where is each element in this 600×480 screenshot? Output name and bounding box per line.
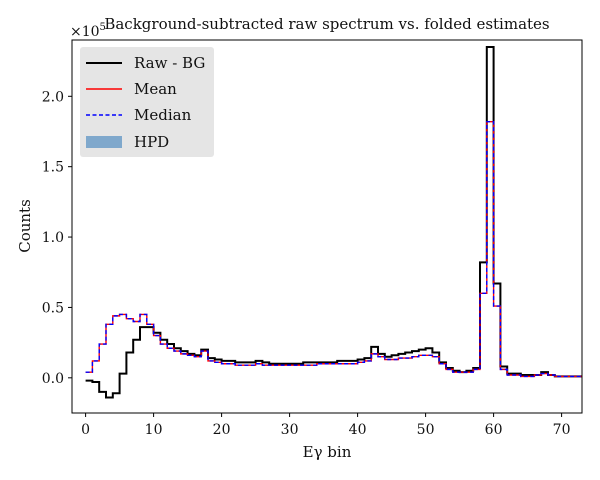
legend-label-mean: Mean: [134, 80, 177, 98]
x-tick-label: 40: [349, 422, 367, 438]
y-scale-base: ×10: [70, 24, 100, 40]
y-tick-label: 2.0: [42, 89, 64, 105]
x-tick-label: 30: [281, 422, 299, 438]
x-tick-label: 50: [417, 422, 435, 438]
y-tick-label: 1.0: [42, 230, 64, 246]
x-tick-label: 70: [553, 422, 571, 438]
legend-label-raw-bg: Raw - BG: [134, 54, 205, 72]
plot-area: [85, 46, 582, 399]
legend-background: [80, 47, 214, 157]
series-median: [85, 120, 582, 378]
y-tick-label: 0.5: [42, 300, 64, 316]
y-axis-label: Counts: [16, 199, 34, 253]
x-tick-label: 10: [145, 422, 163, 438]
legend-swatch-hpd: [86, 136, 122, 148]
y-tick-label: 0.0: [42, 371, 64, 387]
x-tick-label: 20: [213, 422, 231, 438]
x-tick-label: 60: [485, 422, 503, 438]
legend: Raw - BG Mean Median HPD: [80, 47, 214, 157]
chart-title: Background-subtracted raw spectrum vs. f…: [104, 15, 549, 33]
axes-frame: [71, 39, 583, 414]
x-axis-label: Eγ bin: [303, 443, 352, 461]
y-axis-scale-factor: ×105: [70, 22, 106, 40]
legend-label-median: Median: [134, 106, 192, 124]
axis-ticks: 0 10 20 30 40 50 60 70 0.0 0.5 1.0 1.5 2.0: [42, 89, 571, 438]
y-tick-label: 1.5: [42, 160, 64, 176]
y-scale-exponent: 5: [100, 22, 106, 33]
legend-label-hpd: HPD: [134, 133, 169, 151]
x-tick-label: 0: [81, 422, 90, 438]
